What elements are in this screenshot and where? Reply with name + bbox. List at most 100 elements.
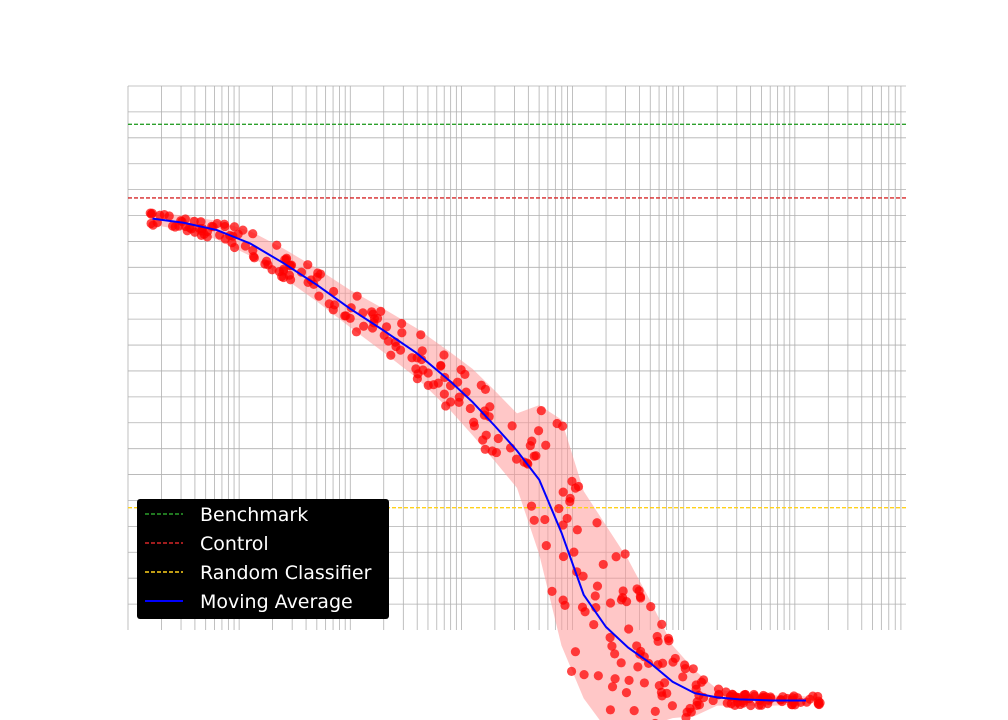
scatter-point <box>146 209 156 219</box>
scatter-point <box>526 501 537 511</box>
scatter-point <box>272 240 282 250</box>
scatter-point <box>454 392 464 402</box>
scatter-point <box>569 547 579 557</box>
scatter-point <box>633 662 643 672</box>
scatter-point <box>212 218 222 229</box>
scatter-point <box>227 238 237 248</box>
scatter-point <box>610 649 620 659</box>
scatter-point <box>610 674 620 684</box>
scatter-point <box>164 211 174 221</box>
scatter-point <box>541 540 551 551</box>
scatter-point <box>708 695 718 706</box>
scatter-point <box>678 672 688 682</box>
scatter-point <box>267 265 277 275</box>
scatter-point <box>554 503 564 514</box>
scatter-point <box>558 520 568 530</box>
scatter-point <box>814 699 824 710</box>
legend-label-random-classifier: Random Classifier <box>200 562 372 584</box>
scatter-point <box>469 417 479 427</box>
scatter-point <box>229 222 240 232</box>
scatter-point <box>487 446 497 456</box>
scatter-point <box>439 389 449 399</box>
scatter-point <box>240 241 251 251</box>
scatter-point <box>314 291 324 301</box>
scatter-point <box>558 551 569 562</box>
scatter-point <box>670 653 680 664</box>
scatter-point <box>572 525 582 535</box>
scatter-point <box>493 433 503 444</box>
scatter-point <box>383 336 394 346</box>
scatter-point <box>634 586 644 596</box>
scatter-point <box>507 421 517 431</box>
scatter-point <box>476 380 486 390</box>
scatter-point <box>369 314 380 324</box>
scatter-point <box>220 234 230 244</box>
scatter-point <box>639 678 649 688</box>
scatter-point <box>620 549 630 559</box>
scatter-point <box>329 286 339 297</box>
scatter-point <box>413 369 423 379</box>
scatter-point <box>593 671 603 681</box>
scatter-point <box>481 430 491 440</box>
scatter-point <box>629 706 639 716</box>
scatter-point <box>558 421 568 431</box>
scatter-point <box>540 514 550 525</box>
scatter-point <box>439 350 449 360</box>
moving-average <box>152 217 806 702</box>
scatter-point <box>639 652 649 662</box>
scatter-point <box>527 436 537 446</box>
scatter-point <box>146 218 156 229</box>
scatter-point <box>607 641 617 651</box>
legend-label-moving-average: Moving Average <box>200 591 353 613</box>
scatter-point <box>680 663 690 674</box>
scatter-point <box>681 712 691 720</box>
scatter-point <box>621 688 632 698</box>
scatter-point <box>618 586 628 596</box>
scatter-point <box>233 229 243 239</box>
scatter-point <box>529 451 539 461</box>
scatter-point <box>436 361 446 371</box>
scatter-point <box>579 670 589 680</box>
scatter-points <box>145 208 825 720</box>
scatter-point <box>624 624 634 634</box>
scatter-point <box>303 260 313 270</box>
scatter-point <box>570 647 581 657</box>
scatter-point <box>616 658 626 668</box>
scatter-point <box>688 664 698 674</box>
scatter-point <box>328 305 338 315</box>
scatter-point <box>685 703 695 714</box>
scatter-point <box>547 586 557 596</box>
scatter-point <box>652 631 662 642</box>
scatter-point <box>417 354 427 365</box>
scatter-point <box>749 689 759 700</box>
scatter-point <box>562 513 572 524</box>
scatter-point <box>452 377 463 387</box>
scatter-point <box>423 368 433 378</box>
scatter-point <box>558 487 568 497</box>
legend: Benchmark Control Random Classifier Movi… <box>137 499 389 619</box>
scatter-point <box>381 322 392 332</box>
scatter-point <box>480 444 490 454</box>
scatter-point <box>617 592 628 603</box>
scatter-point <box>657 658 668 668</box>
scatter-point <box>786 699 797 710</box>
scatter-point <box>219 219 230 229</box>
scatter-point <box>397 318 407 329</box>
scatter-point <box>465 403 475 414</box>
scatter-point <box>541 440 551 450</box>
scatter-point <box>754 700 764 710</box>
scatter-point <box>536 406 546 416</box>
scatter-point <box>351 327 362 337</box>
scatter-point <box>605 632 615 643</box>
legend-label-benchmark: Benchmark <box>200 504 308 526</box>
scatter-point <box>511 454 522 464</box>
scatter-point <box>605 598 616 608</box>
scatter-point <box>646 602 656 612</box>
scatter-point <box>598 559 608 570</box>
scatter-point <box>605 705 616 715</box>
scatter-point <box>155 210 165 220</box>
scatter-point <box>624 675 634 685</box>
scatter-point <box>285 275 296 285</box>
scatter-point <box>529 515 539 525</box>
scatter-point <box>663 633 674 643</box>
